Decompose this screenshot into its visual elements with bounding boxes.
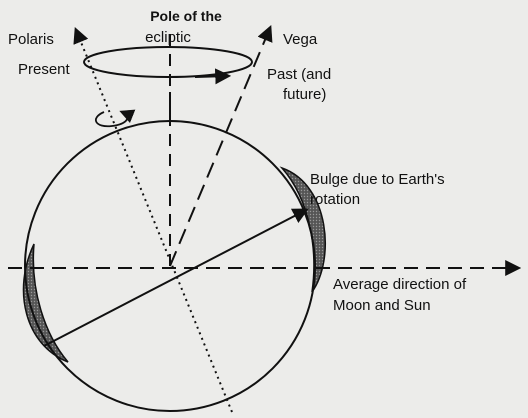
label: Moon and Sun (333, 297, 431, 314)
precession-arrow (195, 76, 228, 77)
label: Pole of the (150, 8, 222, 24)
label: Average direction of (333, 276, 467, 293)
diagram: Pole of the ecliptic Polaris Vega Presen… (0, 0, 528, 418)
background (0, 0, 528, 418)
label: Bulge due to Earth's (310, 171, 445, 188)
label: Present (18, 61, 71, 78)
label: ecliptic (145, 29, 191, 46)
label: Past (and (267, 66, 331, 83)
label: Vega (283, 31, 318, 48)
label: future) (283, 86, 326, 103)
label: rotation (310, 191, 360, 208)
label: Polaris (8, 31, 54, 48)
